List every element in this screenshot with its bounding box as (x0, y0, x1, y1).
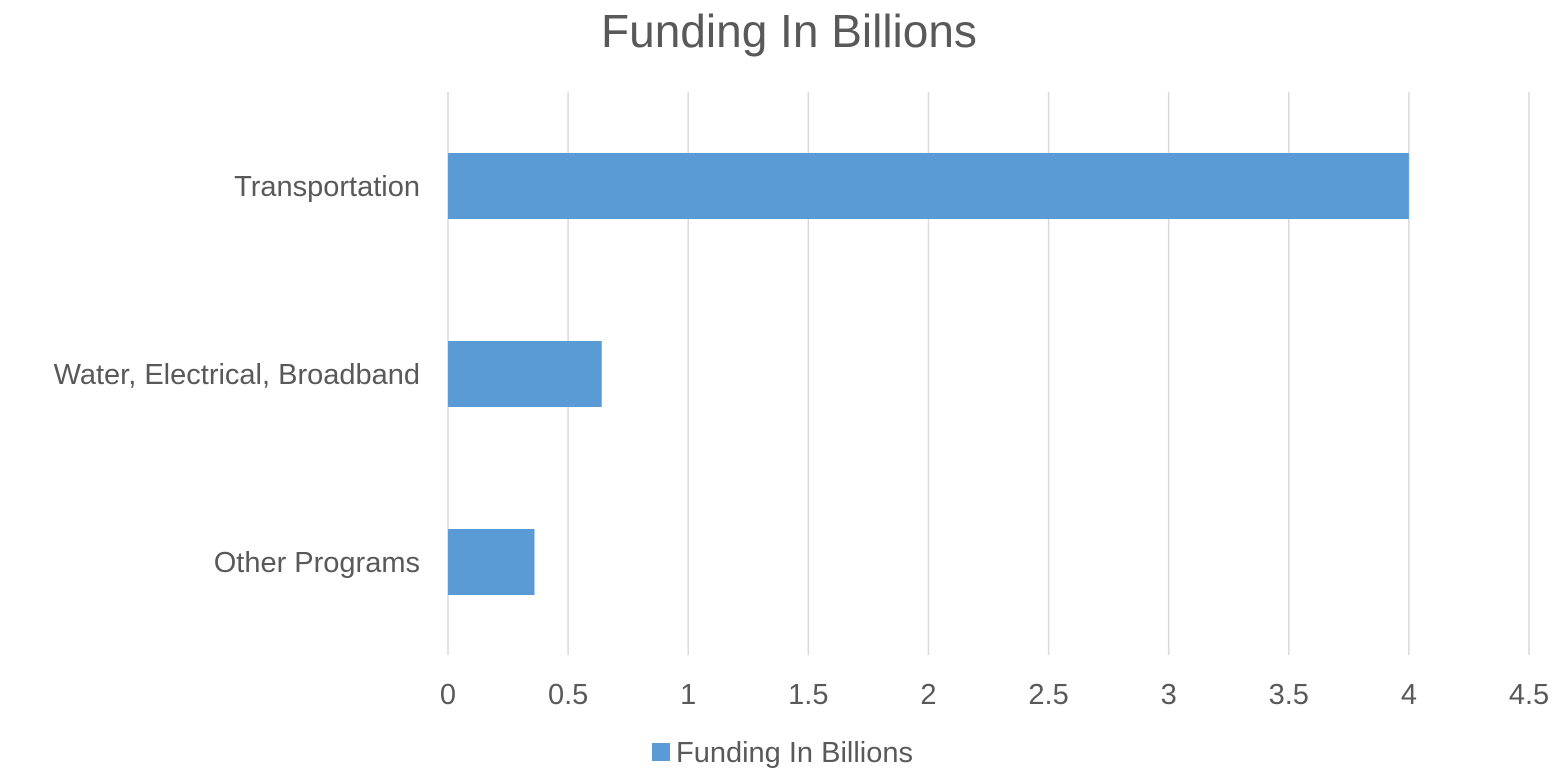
bar (448, 153, 1409, 219)
category-labels: Transportation Water, Electrical, Broadba… (54, 171, 420, 579)
x-tick-label: 0 (440, 679, 456, 711)
x-tick-label: 4 (1401, 679, 1417, 711)
legend: Funding In Billions (652, 737, 913, 769)
x-tick-label: 4.5 (1509, 679, 1549, 711)
x-tick-label: 0.5 (548, 679, 588, 711)
x-tick-label: 2 (920, 679, 936, 711)
x-tick-label: 3 (1161, 679, 1177, 711)
chart-title: Funding In Billions (601, 5, 977, 57)
legend-swatch (652, 743, 670, 761)
x-tick-label: 1 (680, 679, 696, 711)
category-label: Other Programs (214, 547, 420, 579)
category-label: Water, Electrical, Broadband (54, 359, 420, 391)
category-label: Transportation (234, 171, 420, 203)
x-tick-label: 1.5 (788, 679, 828, 711)
bars (448, 153, 1409, 595)
x-axis-tick-labels: 0 0.5 1 1.5 2 2.5 3 3.5 4 4.5 (440, 679, 1549, 711)
bar (448, 529, 535, 595)
x-tick-label: 3.5 (1269, 679, 1309, 711)
legend-label: Funding In Billions (676, 737, 913, 769)
bar (448, 341, 602, 407)
x-tick-label: 2.5 (1028, 679, 1068, 711)
